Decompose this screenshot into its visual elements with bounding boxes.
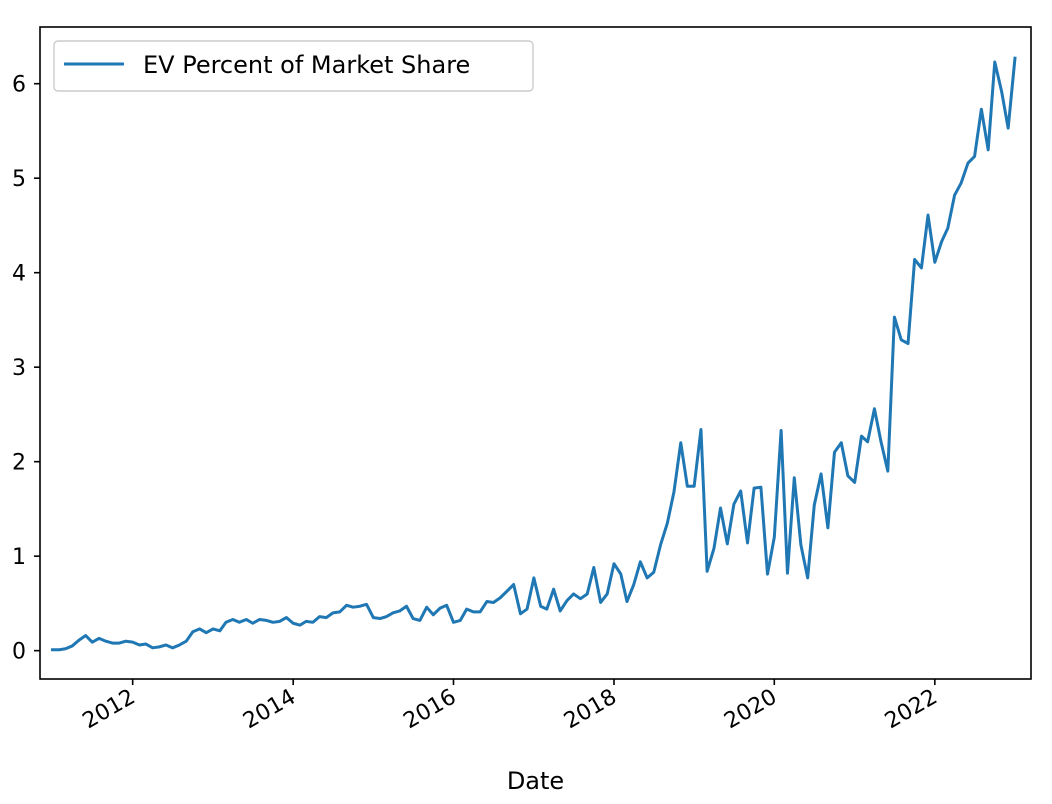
y-tick-label: 6	[12, 73, 26, 98]
plot-area	[51, 56, 1017, 652]
legend-box	[53, 40, 534, 92]
y-tick-label: 2	[12, 451, 26, 476]
axes-frame	[39, 26, 1032, 680]
y-tick-label: 1	[12, 545, 26, 570]
legend-entry-label: EV Percent of Market Share	[143, 51, 470, 79]
y-tick-label: 5	[12, 167, 26, 192]
x-axis-label: Date	[507, 767, 564, 795]
legend: EV Percent of Market Share	[53, 40, 534, 92]
series-line	[51, 56, 1017, 652]
y-tick-label: 0	[12, 640, 26, 665]
y-tick-label: 3	[12, 356, 26, 381]
y-tick-label: 4	[12, 262, 26, 287]
